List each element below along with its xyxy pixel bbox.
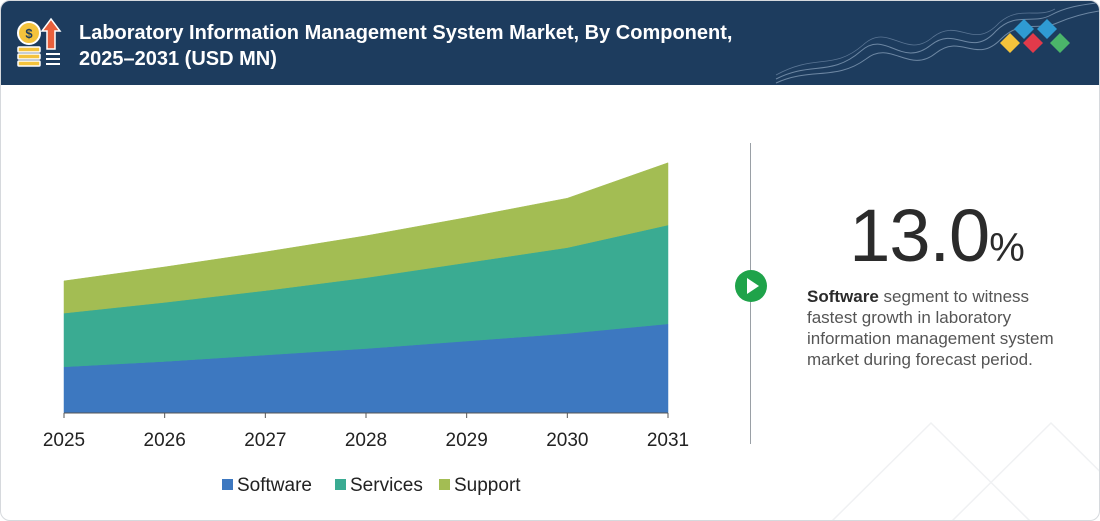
- chart-title-line1: Laboratory Information Management System…: [79, 22, 733, 44]
- legend-swatch-services: [335, 479, 346, 490]
- highlight-segment: Software: [807, 287, 879, 306]
- x-tick-label: 2029: [446, 430, 488, 451]
- x-tick-label: 2031: [647, 430, 689, 451]
- x-tick-label: 2028: [345, 430, 387, 451]
- x-tick-label: 2030: [546, 430, 588, 451]
- play-icon[interactable]: [734, 269, 768, 303]
- highlight-description: Software segment to witness fastest grow…: [807, 286, 1077, 370]
- x-tick-label: 2027: [244, 430, 286, 451]
- chart-title: Laboratory Information Management System…: [79, 20, 779, 72]
- legend-swatch-software: [222, 479, 233, 490]
- background-decoration: [831, 421, 1099, 520]
- legend-label-services: Services: [350, 475, 423, 496]
- stacked-area-chart: 2025 2026 2027 2028 2029 2030 2031 Software Ser…: [43, 162, 689, 496]
- area-support: [63, 162, 669, 314]
- cagr-value: 13.0%: [807, 193, 1067, 279]
- header-bar: $ Laboratory Information Management Syst…: [1, 1, 1099, 85]
- cagr-number: 13.0: [849, 194, 990, 277]
- chart-title-line2: 2025–2031 (USD MN): [79, 48, 277, 70]
- svg-text:$: $: [25, 26, 33, 41]
- cagr-unit: %: [989, 226, 1025, 270]
- coin-growth-icon: $: [17, 17, 62, 67]
- x-tick-label: 2025: [43, 430, 85, 451]
- legend-label-support: Support: [454, 475, 521, 496]
- brand-logo-icon: [775, 2, 1099, 84]
- x-tick-label: 2026: [144, 430, 186, 451]
- highlight-text: segment to witness fastest growth in lab…: [807, 287, 1054, 369]
- legend-label-software: Software: [237, 475, 312, 496]
- legend-swatch-support: [439, 479, 450, 490]
